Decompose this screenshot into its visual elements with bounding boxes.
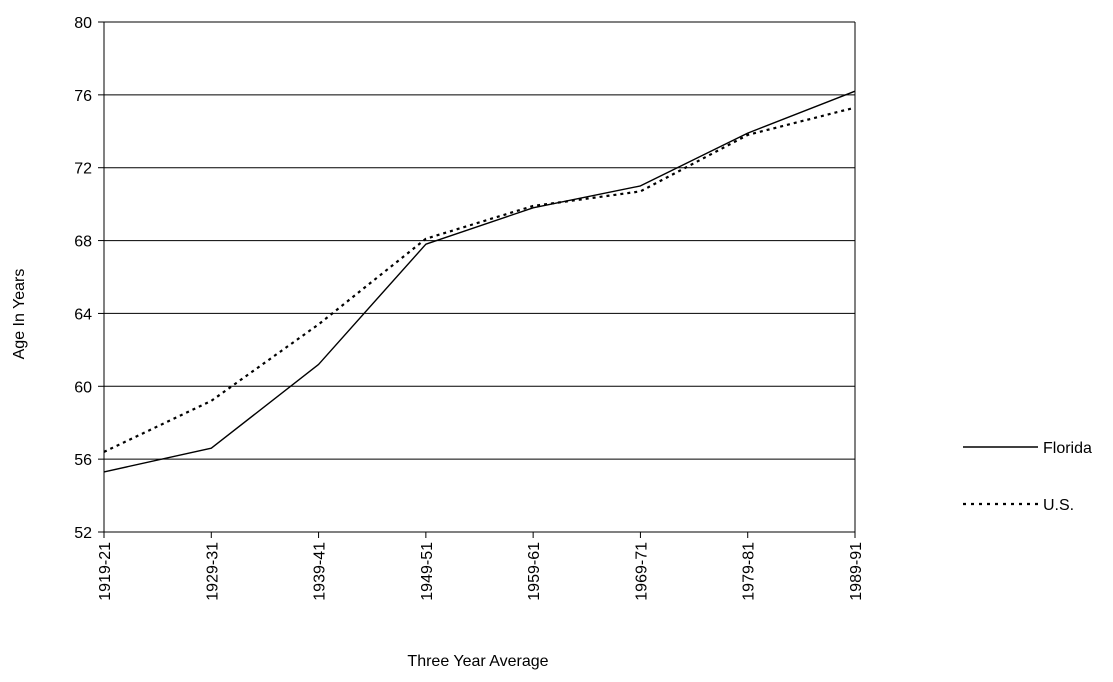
y-tick-label: 60: [74, 379, 92, 396]
x-axis-label: Three Year Average: [407, 653, 548, 670]
y-tick-label: 52: [74, 525, 92, 542]
y-tick-label: 56: [74, 452, 92, 469]
series-lines: [103, 90, 856, 473]
x-tick-labels: 1919-21 1929-31 1939-41 1949-51 1959-61 1969-…: [97, 542, 865, 601]
y-tick-label: 76: [74, 88, 92, 105]
x-tick-label: 1979-81: [741, 542, 758, 601]
legend: Florida U.S.: [963, 440, 1092, 514]
series-line-u-s-: [103, 106, 856, 453]
x-tick-label: 1959-61: [526, 542, 543, 601]
y-tick-label: 68: [74, 234, 92, 251]
gridlines: [104, 21, 855, 460]
x-tick-label: 1969-71: [633, 542, 650, 601]
y-tick-label: 64: [74, 306, 92, 323]
series-line-florida: [103, 90, 856, 473]
x-tick-label: 1939-41: [312, 542, 329, 601]
y-tick-labels: 52 56 60 64 68 72 76 80: [74, 15, 92, 542]
y-axis-label: Age In Years: [11, 269, 28, 360]
legend-label: U.S.: [1043, 497, 1074, 514]
y-tick-label: 72: [74, 161, 92, 178]
x-tick-label: 1949-51: [419, 542, 436, 601]
axes: [98, 21, 856, 538]
legend-label: Florida: [1043, 440, 1092, 457]
x-tick-label: 1919-21: [97, 542, 114, 601]
x-tick-label: 1989-91: [848, 542, 865, 601]
y-tick-label: 80: [74, 15, 92, 32]
x-tick-label: 1929-31: [204, 542, 221, 601]
